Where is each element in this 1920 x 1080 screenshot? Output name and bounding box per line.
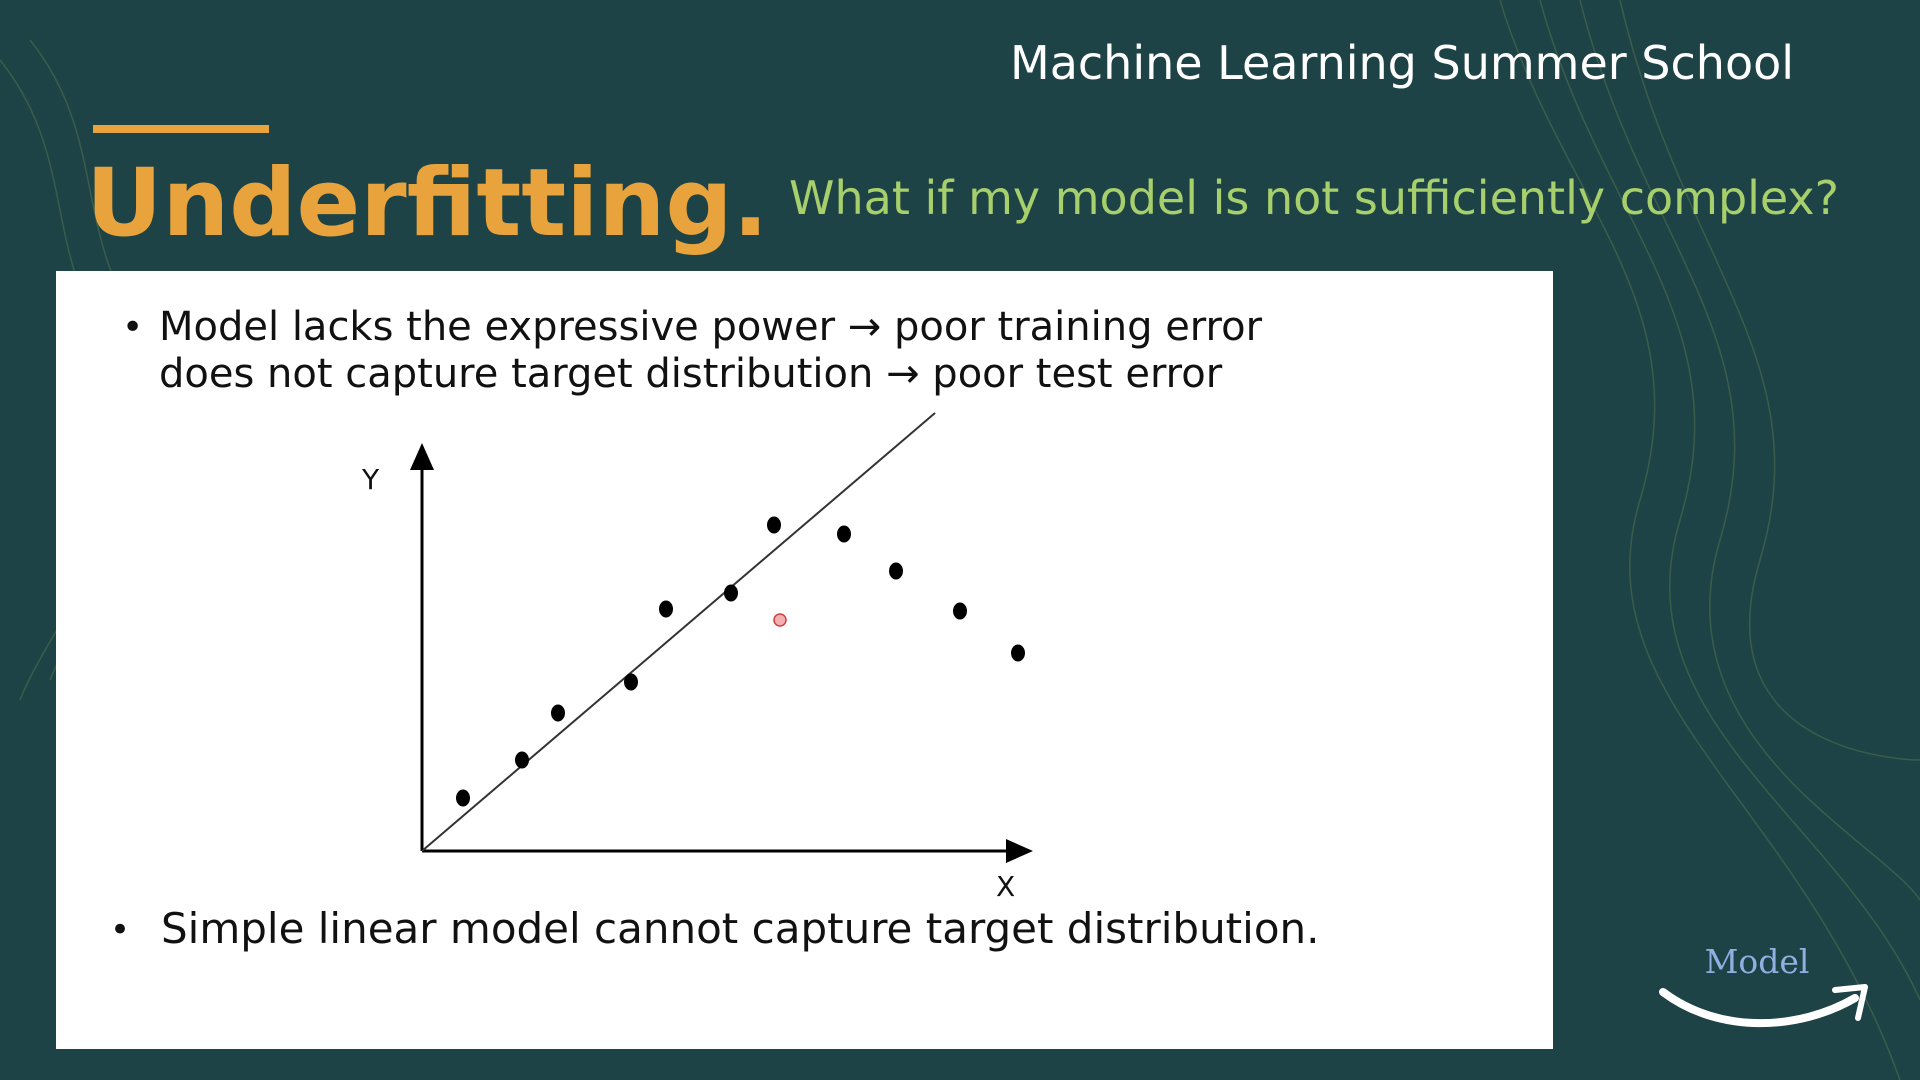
- logo-text: Model: [1705, 942, 1810, 981]
- pointer: [773, 613, 787, 627]
- content-panel: [56, 271, 1553, 1049]
- logo-smile: [1659, 988, 1859, 1028]
- title-rule: [93, 125, 269, 133]
- bullet-dot: •: [122, 307, 143, 348]
- y-axis-label: Y: [361, 463, 380, 496]
- slide-subtitle: What if my model is not sufficiently com…: [789, 171, 1839, 225]
- bullet-text: Model lacks the expressive power → poor …: [159, 304, 1263, 350]
- fit-line: [421, 412, 936, 852]
- event-name: Machine Learning Summer School: [1010, 36, 1794, 90]
- bullet-text: Simple linear model cannot capture targe…: [161, 904, 1320, 953]
- bullet-dot: •: [110, 910, 130, 950]
- data-points: [456, 516, 1025, 807]
- logo-arrowhead: [1832, 984, 1868, 1021]
- slide-title: Underfitting.: [86, 149, 768, 258]
- bullet-text: does not capture target distribution → p…: [159, 351, 1223, 397]
- figure: Y X: [361, 412, 1033, 903]
- x-axis-label: X: [996, 870, 1015, 903]
